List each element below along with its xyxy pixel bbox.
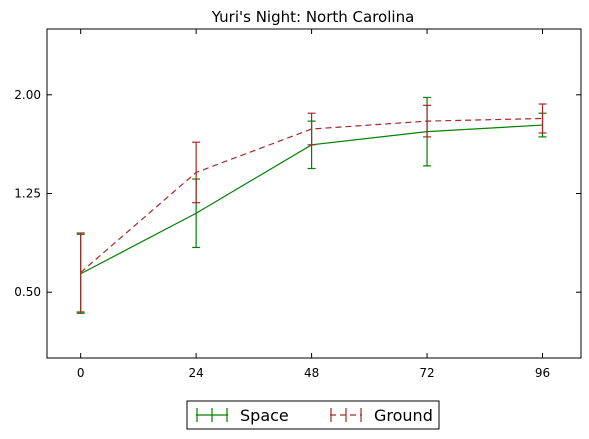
y-tick-label: 0.50 [14, 285, 41, 299]
x-tick-label: 72 [419, 366, 434, 380]
series-line-ground [80, 117, 543, 273]
legend: Space Ground [186, 400, 440, 430]
x-tick-label: 96 [535, 366, 550, 380]
plot-area: 0 24 48 72 96 0.50 1.25 2.00 [14, 28, 582, 380]
plot-frame [46, 28, 582, 359]
x-tick-label: 0 [77, 366, 85, 380]
y-tick-label: 1.25 [14, 187, 41, 201]
legend-entry-space: Space [196, 406, 289, 425]
chart-title: Yuri's Night: North Carolina [211, 8, 415, 26]
y-tick-label: 2.00 [14, 88, 41, 102]
legend-label: Space [240, 406, 289, 425]
legend-entry-ground: Ground [330, 406, 433, 425]
x-tick-label: 24 [188, 366, 203, 380]
x-tick-label: 48 [304, 366, 319, 380]
legend-box [186, 400, 440, 430]
legend-label: Ground [374, 406, 433, 425]
